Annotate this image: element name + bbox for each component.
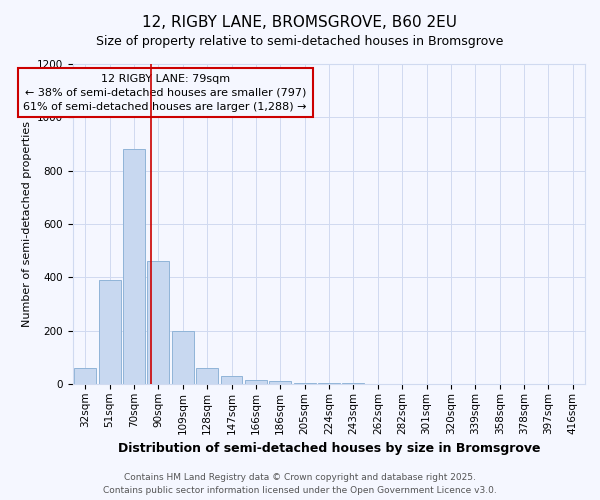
Bar [293,382,316,384]
Bar [196,368,218,384]
Bar [245,380,267,384]
Y-axis label: Number of semi-detached properties: Number of semi-detached properties [22,121,32,327]
Text: Contains HM Land Registry data © Crown copyright and database right 2025.
Contai: Contains HM Land Registry data © Crown c… [103,474,497,495]
Bar [148,262,169,384]
Text: 12, RIGBY LANE, BROMSGROVE, B60 2EU: 12, RIGBY LANE, BROMSGROVE, B60 2EU [143,15,458,30]
Bar [123,150,145,384]
Bar [221,376,242,384]
Text: Size of property relative to semi-detached houses in Bromsgrove: Size of property relative to semi-detach… [97,35,503,48]
X-axis label: Distribution of semi-detached houses by size in Bromsgrove: Distribution of semi-detached houses by … [118,442,540,455]
Bar [318,383,340,384]
Bar [74,368,96,384]
Bar [98,280,121,384]
Bar [269,381,291,384]
Text: 12 RIGBY LANE: 79sqm
← 38% of semi-detached houses are smaller (797)
61% of semi: 12 RIGBY LANE: 79sqm ← 38% of semi-detac… [23,74,307,112]
Bar [172,330,194,384]
